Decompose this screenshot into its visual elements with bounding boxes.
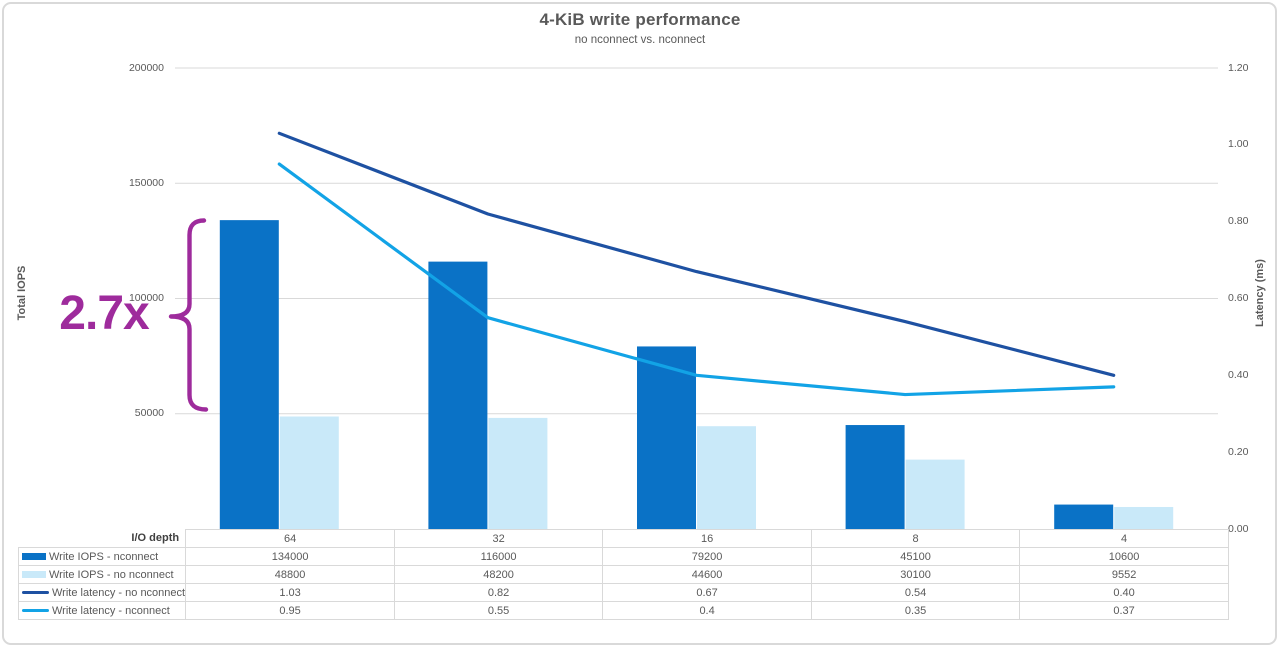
value-cell: 1.03 [185,583,396,602]
bar-write-iops-nconnect-64 [219,220,279,529]
bar-write-iops-nconnect-8 [845,425,905,529]
legend-swatch-write-latency-no-nconnect [22,591,49,594]
table-row-write-latency-nconnect: Write latency - nconnect 0.95 0.55 0.4 0.35 0… [17,601,1230,620]
bar-write-iops-no-nconnect-32 [488,417,548,529]
value-cell: 9552 [1019,565,1230,584]
value-cell: 10600 [1019,547,1230,566]
line-write-latency-no-nconnect [277,131,1116,377]
series-name-label: Write latency - no nconnect [52,586,186,599]
legend-swatch-write-latency-nconnect [22,609,49,612]
value-cell: 79200 [602,547,813,566]
bar-write-iops-nconnect-4 [1054,504,1114,529]
y-right-tick-label: 0.40 [1228,368,1249,381]
bar-write-iops-no-nconnect-8 [905,459,965,529]
value-cell: 45100 [811,547,1021,566]
category-header-cell: 8 [811,529,1021,548]
y-left-tick-label: 200000 [128,61,164,74]
chart-title: 4-KiB write performance [539,10,741,29]
y-right-tick-label: 1.00 [1228,138,1249,151]
y-right-tick-label: 0.80 [1228,215,1249,228]
value-cell: 0.37 [1019,601,1230,620]
value-cell: 0.95 [185,601,396,620]
table-header-row: I/O depth 64 32 16 8 4 [19,529,1230,548]
y-right-axis-title: Latency (ms) [1254,259,1266,327]
annotation-multiplier-label: 2.7x [59,287,149,340]
value-cell: 0.54 [811,583,1021,602]
bar-write-iops-nconnect-16 [637,346,696,529]
series-label-cell: Write IOPS - nconnect [17,547,187,566]
curly-brace-icon [168,218,209,412]
category-header-cell: 16 [602,529,813,548]
bar-write-iops-nconnect-32 [428,261,488,529]
series-label-cell: Write latency - nconnect [17,601,187,620]
series-name-label: Write IOPS - no nconnect [49,568,174,581]
category-header-cell: 64 [185,529,396,548]
y-left-tick-label: 50000 [134,407,164,420]
series-label-cell: Write latency - no nconnect [17,583,187,602]
value-cell: 0.55 [394,601,604,620]
category-axis-label: I/O depth [131,532,180,545]
y-right-tick-label: 0.20 [1228,445,1249,458]
legend-swatch-write-iops-no-nconnect [22,571,46,578]
legend-swatch-write-iops-nconnect [22,553,46,560]
y-right-tick-label: 0.60 [1228,292,1249,304]
value-cell: 0.67 [602,583,813,602]
table-row-write-latency-no-nconnect: Write latency - no nconnect 1.03 0.82 0.67 0… [17,583,1230,602]
value-cell: 0.35 [811,601,1021,620]
y-left-tick-label: 150000 [128,176,164,189]
y-right-tick-label: 1.20 [1228,61,1249,74]
value-cell: 0.4 [602,601,813,620]
value-cell: 134000 [185,547,396,566]
y-left-tick-label: 100000 [128,292,164,304]
value-cell: 44600 [602,565,813,584]
value-cell: 48800 [185,565,396,584]
series-name-label: Write latency - nconnect [52,604,170,617]
table-row-write-iops-no-nconnect: Write IOPS - no nconnect 48800 48200 44600 3… [17,565,1230,584]
table-row-write-iops-nconnect: Write IOPS - nconnect 134000 116000 79200 45… [17,547,1230,566]
category-header-cell: 32 [394,529,604,548]
value-cell: 0.82 [394,583,604,602]
value-cell: 0.40 [1019,583,1230,602]
y-right-tick-label: 0.00 [1228,522,1249,535]
chart-subtitle: no nconnect vs. nconnect [574,34,706,46]
series-label-cell: Write IOPS - no nconnect [17,565,187,584]
y-left-axis-title: Total IOPS [16,265,28,321]
bar-write-iops-no-nconnect-64 [279,416,339,529]
value-cell: 48200 [394,565,604,584]
bar-write-iops-no-nconnect-16 [697,426,756,529]
bar-write-iops-no-nconnect-4 [1114,506,1174,529]
value-cell: 116000 [394,547,604,566]
category-header-cell: 4 [1019,529,1230,548]
series-name-label: Write IOPS - nconnect [49,550,159,563]
data-table: I/O depth 64 32 16 8 4 Write IOPS - nconnect 13… [17,529,1230,620]
value-cell: 30100 [811,565,1021,584]
line-write-latency-nconnect [277,162,1116,397]
